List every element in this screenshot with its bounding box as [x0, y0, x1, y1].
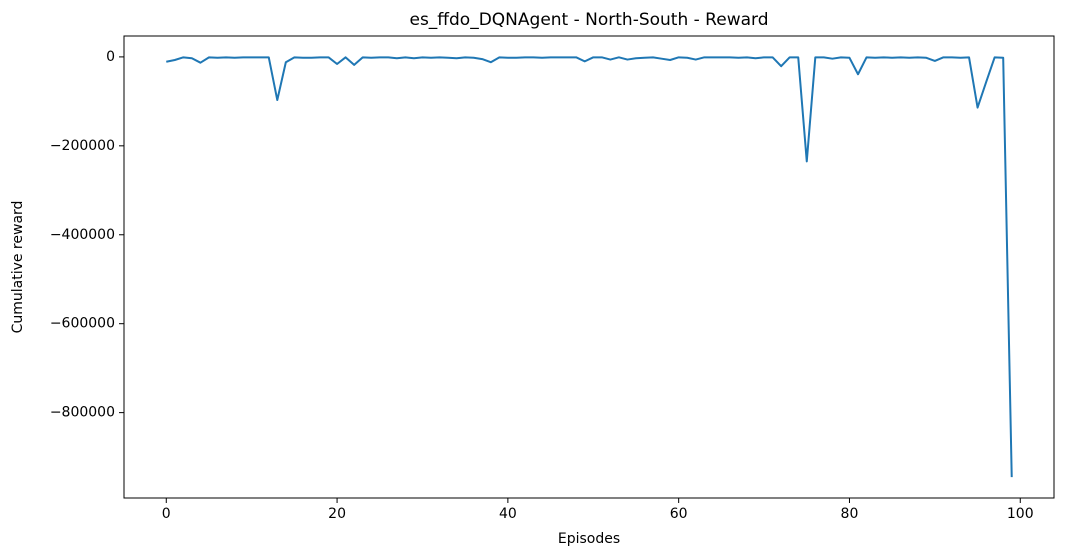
x-tick-label: 80: [841, 506, 859, 522]
chart-title: es_ffdo_DQNAgent - North-South - Reward: [409, 10, 768, 30]
y-axis-label: Cumulative reward: [10, 201, 26, 334]
x-tick-label: 40: [499, 506, 517, 522]
y-tick-label: −400000: [50, 227, 115, 243]
x-tick-label: 100: [1007, 506, 1034, 522]
x-tick-label: 60: [670, 506, 688, 522]
y-tick-label: −800000: [50, 405, 115, 421]
data-line: [166, 56, 1013, 478]
x-tick-label: 20: [328, 506, 346, 522]
y-tick-label: −600000: [50, 316, 115, 332]
x-tick-label: 0: [162, 506, 171, 522]
plot-frame: [123, 35, 1055, 499]
x-axis-label: Episodes: [558, 531, 620, 547]
y-tick-label: 0: [106, 49, 115, 65]
y-tick-label: −200000: [50, 138, 115, 154]
